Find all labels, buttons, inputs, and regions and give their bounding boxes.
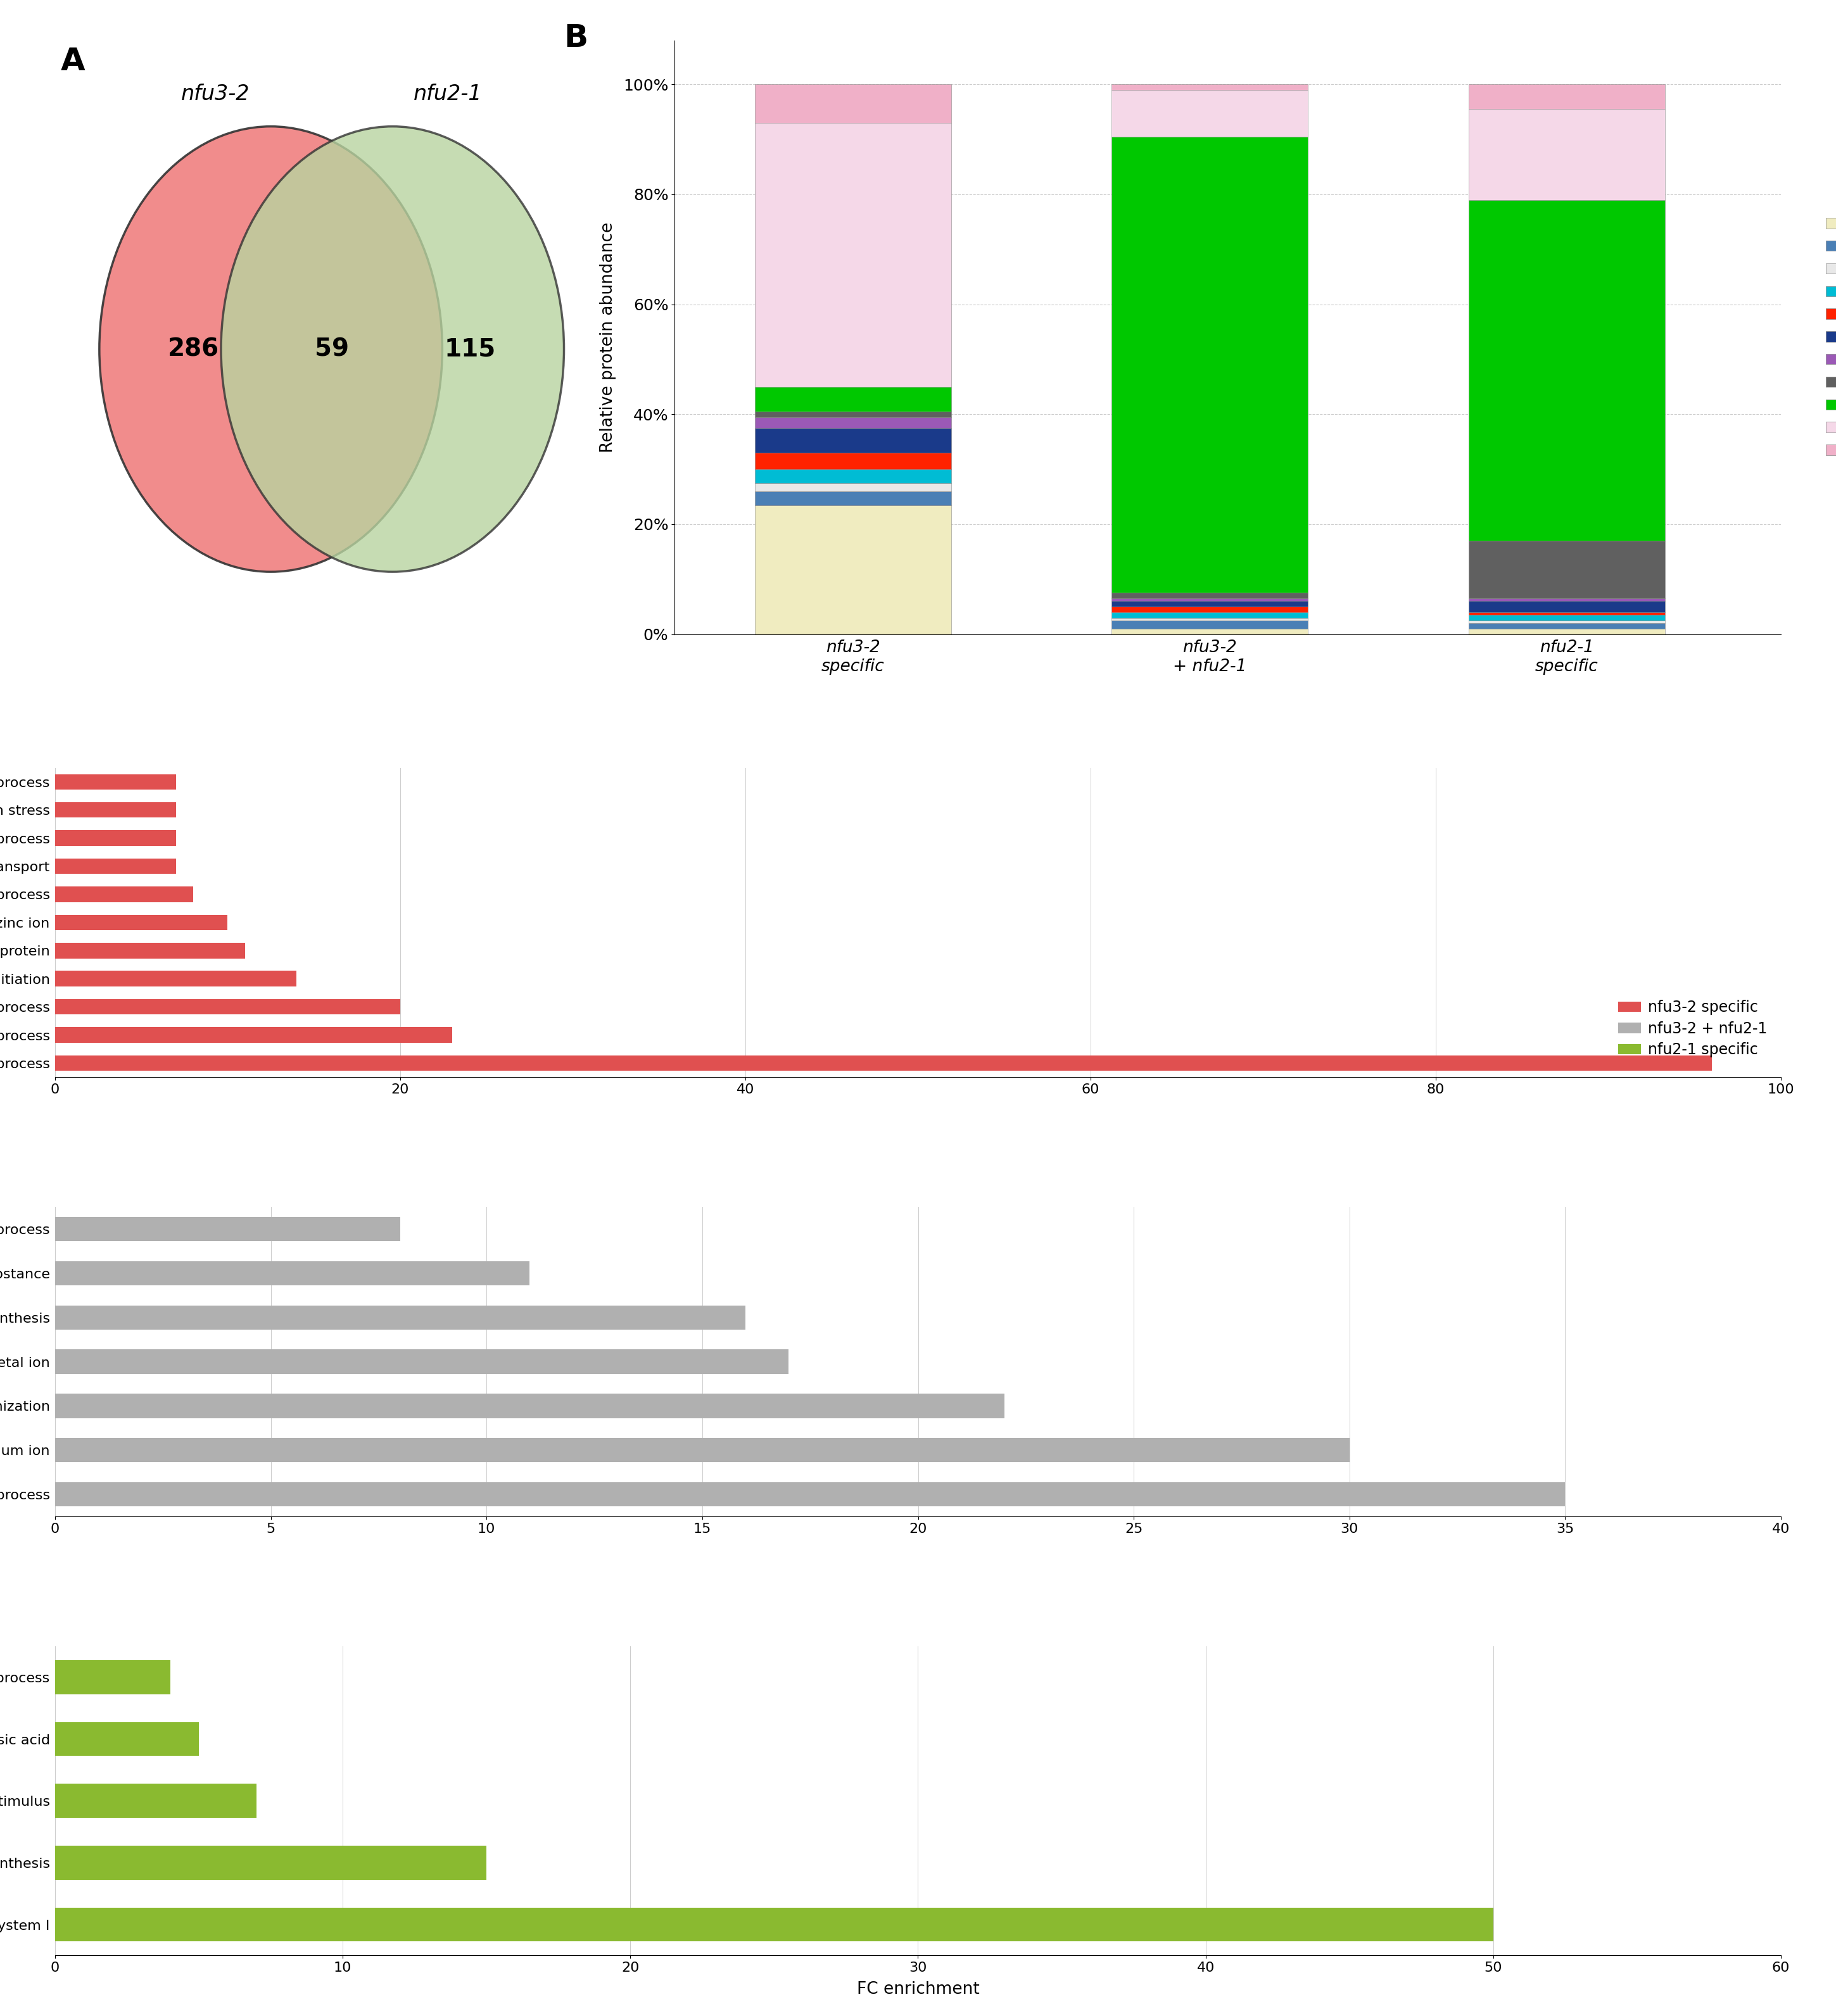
- Bar: [1113, 613, 1307, 617]
- Bar: [55, 1482, 1564, 1506]
- Bar: [55, 1393, 1004, 1417]
- Bar: [1113, 599, 1307, 601]
- Bar: [755, 454, 951, 470]
- Bar: [1469, 615, 1665, 621]
- Bar: [55, 1437, 1349, 1462]
- Bar: [1113, 593, 1307, 599]
- Bar: [755, 123, 951, 387]
- Bar: [55, 915, 228, 929]
- Bar: [1469, 599, 1665, 601]
- Bar: [55, 1847, 487, 1879]
- Bar: [55, 1000, 400, 1014]
- Bar: [55, 1028, 452, 1042]
- Bar: [1469, 540, 1665, 599]
- Bar: [55, 1907, 1493, 1941]
- Bar: [755, 470, 951, 484]
- Bar: [1469, 85, 1665, 109]
- Bar: [755, 85, 951, 123]
- Bar: [1469, 623, 1665, 629]
- Text: A: A: [61, 46, 84, 77]
- Bar: [55, 1784, 257, 1818]
- Bar: [55, 1659, 171, 1693]
- Bar: [55, 859, 176, 875]
- Text: B: B: [564, 22, 588, 52]
- Bar: [755, 411, 951, 417]
- Bar: [1469, 109, 1665, 200]
- Ellipse shape: [99, 127, 442, 573]
- Bar: [755, 484, 951, 492]
- Text: 286: 286: [167, 337, 218, 361]
- Bar: [755, 492, 951, 504]
- Bar: [755, 427, 951, 454]
- Bar: [55, 1349, 789, 1373]
- Bar: [1113, 85, 1307, 91]
- Bar: [1113, 137, 1307, 593]
- Text: nfu3-2: nfu3-2: [182, 83, 250, 105]
- Bar: [755, 387, 951, 411]
- Bar: [1113, 607, 1307, 613]
- Bar: [55, 802, 176, 818]
- Bar: [55, 1218, 400, 1242]
- Text: 59: 59: [314, 337, 349, 361]
- Bar: [1113, 629, 1307, 635]
- Ellipse shape: [220, 127, 564, 573]
- Text: 115: 115: [444, 337, 496, 361]
- Bar: [55, 831, 176, 847]
- Bar: [55, 887, 193, 901]
- Bar: [1469, 601, 1665, 613]
- Bar: [1469, 629, 1665, 635]
- Bar: [755, 417, 951, 427]
- Bar: [55, 1722, 198, 1756]
- Bar: [1469, 200, 1665, 540]
- Bar: [1469, 621, 1665, 623]
- Text: nfu2-1: nfu2-1: [413, 83, 483, 105]
- Bar: [1113, 91, 1307, 137]
- Legend: cytosol, ER, extracellular, Golgi, mitochondrion, nucleus, peroxisome, Plasma me: cytosol, ER, extracellular, Golgi, mitoc…: [1821, 212, 1836, 464]
- Y-axis label: Relative protein abundance: Relative protein abundance: [600, 222, 617, 452]
- Bar: [55, 972, 297, 986]
- Bar: [755, 504, 951, 635]
- Bar: [55, 1262, 531, 1286]
- Legend: nfu3-2 specific, nfu3-2 + nfu2-1, nfu2-1 specific: nfu3-2 specific, nfu3-2 + nfu2-1, nfu2-1…: [1612, 994, 1774, 1064]
- Bar: [1113, 601, 1307, 607]
- Bar: [55, 774, 176, 790]
- Bar: [1113, 621, 1307, 629]
- Bar: [1469, 613, 1665, 615]
- Bar: [1113, 617, 1307, 621]
- Bar: [55, 1304, 745, 1331]
- X-axis label: FC enrichment: FC enrichment: [857, 1982, 979, 1998]
- Bar: [55, 1054, 1711, 1070]
- Bar: [55, 943, 244, 958]
